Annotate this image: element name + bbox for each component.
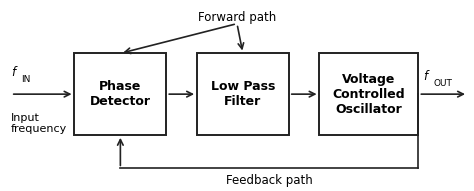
Text: IN: IN (21, 75, 30, 84)
Text: Feedback path: Feedback path (226, 174, 313, 187)
Bar (197, 53, 289, 135)
Text: OUT: OUT (434, 79, 452, 87)
Text: $f$: $f$ (423, 69, 431, 83)
Text: $f$: $f$ (11, 65, 18, 79)
Text: Forward path: Forward path (198, 11, 276, 24)
Text: Phase
Detector: Phase Detector (90, 80, 151, 108)
Bar (319, 53, 419, 135)
Bar (74, 53, 166, 135)
Text: Voltage
Controlled
Oscillator: Voltage Controlled Oscillator (333, 73, 405, 116)
Text: Low Pass
Filter: Low Pass Filter (211, 80, 275, 108)
Text: Input
frequency: Input frequency (11, 113, 67, 134)
